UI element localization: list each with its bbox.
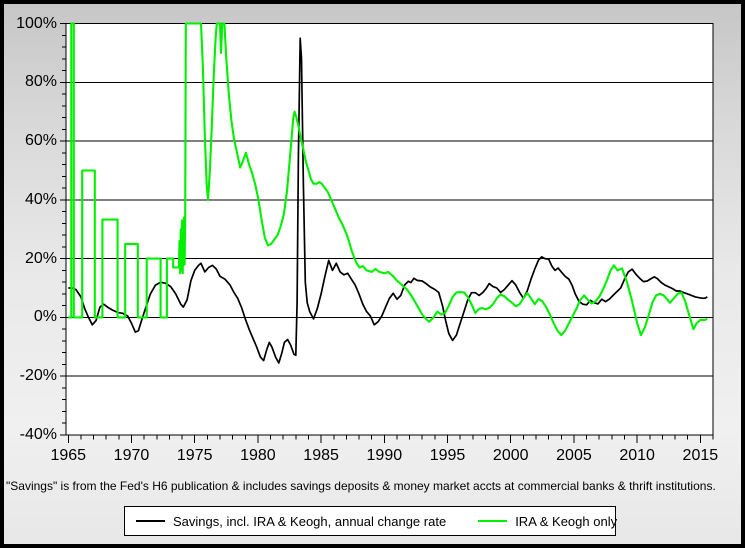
x-tick-label: 2015 — [682, 447, 719, 464]
legend-label-ira-keogh: IRA & Keogh only — [515, 513, 618, 529]
y-tick-label: -20% — [19, 367, 57, 385]
y-tick-label: 80% — [24, 73, 57, 91]
x-tick-label: 1965 — [50, 447, 87, 464]
x-tick-label: 2005 — [556, 447, 592, 464]
y-tick-label: 40% — [24, 190, 57, 208]
y-tick-label: 60% — [24, 132, 57, 150]
legend-item-ira-keogh: IRA & Keogh only — [478, 514, 617, 529]
x-tick-label: 1985 — [303, 447, 339, 464]
y-tick-label: 20% — [24, 249, 57, 267]
x-tick-label: 1980 — [240, 447, 276, 464]
x-tick-label: 2000 — [492, 447, 529, 464]
legend-item-savings: Savings, incl. IRA & Keogh, annual chang… — [136, 514, 446, 529]
series-line-savings — [68, 37, 708, 364]
x-tick-label: 1975 — [176, 447, 213, 464]
x-tick-label: 1990 — [366, 447, 403, 464]
plot-area — [66, 23, 713, 435]
series-line-ira-keogh — [68, 22, 708, 337]
y-tick-label: -40% — [19, 426, 57, 443]
x-tick-label: 2010 — [619, 447, 655, 464]
chart-footnote: "Savings" is from the Fed's H6 publicati… — [6, 479, 716, 493]
legend: Savings, incl. IRA & Keogh, annual chang… — [124, 506, 617, 536]
x-tick-label: 1995 — [429, 447, 466, 464]
legend-label-savings: Savings, incl. IRA & Keogh, annual chang… — [173, 513, 447, 529]
ira-keogh-line-swatch-icon — [478, 520, 508, 522]
savings-line-swatch-icon — [136, 520, 165, 522]
x-tick-label: 1970 — [113, 447, 150, 464]
y-tick-label: 100% — [16, 14, 57, 32]
plot-border — [65, 23, 714, 436]
y-tick-label: 0% — [33, 308, 57, 326]
